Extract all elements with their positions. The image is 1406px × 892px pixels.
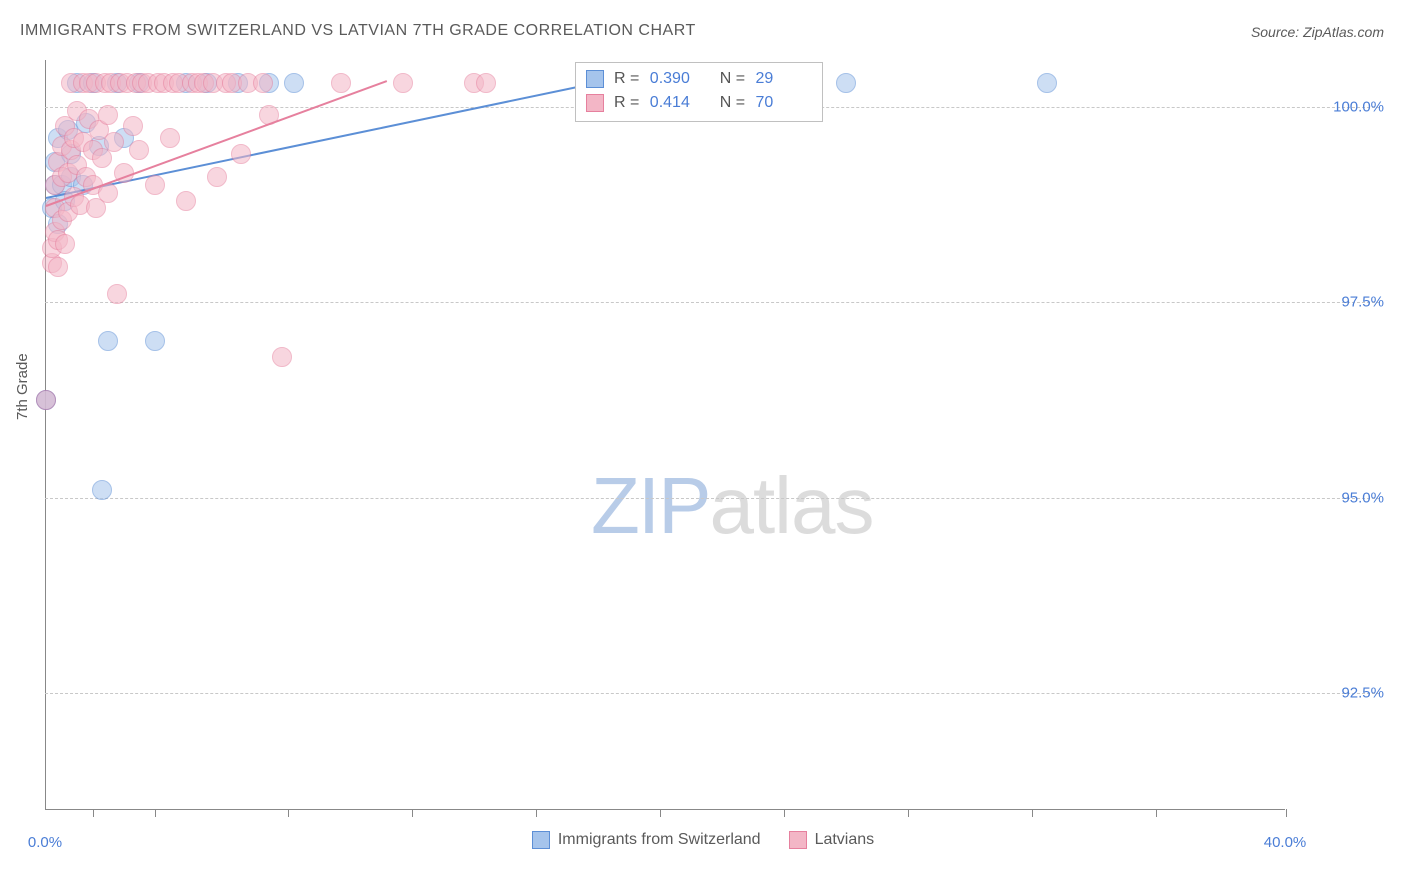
data-point: [98, 105, 118, 125]
data-point: [331, 73, 351, 93]
x-tick: [288, 809, 289, 817]
legend-item: Latvians: [789, 831, 875, 849]
data-point: [231, 144, 251, 164]
data-point: [123, 116, 143, 136]
y-tick-label: 100.0%: [1333, 98, 1384, 115]
r-label: R =: [614, 67, 644, 91]
data-point: [104, 132, 124, 152]
data-point: [253, 73, 273, 93]
x-tick: [1156, 809, 1157, 817]
x-tick: [93, 809, 94, 817]
stats-legend-row: R = 0.414 N = 70: [586, 91, 810, 115]
n-value: 70: [755, 91, 810, 115]
y-tick-label: 95.0%: [1341, 489, 1384, 506]
legend-swatch: [586, 70, 604, 88]
x-tick-label: 0.0%: [28, 834, 62, 851]
data-point: [476, 73, 496, 93]
r-value: 0.390: [650, 67, 705, 91]
x-tick: [660, 809, 661, 817]
x-tick: [908, 809, 909, 817]
x-tick: [412, 809, 413, 817]
watermark: ZIPatlas: [591, 460, 873, 552]
data-point: [176, 191, 196, 211]
x-tick: [536, 809, 537, 817]
legend-swatch: [532, 831, 550, 849]
x-tick: [784, 809, 785, 817]
stats-legend-row: R = 0.390 N = 29: [586, 67, 810, 91]
data-point: [207, 167, 227, 187]
legend-swatch: [789, 831, 807, 849]
data-point: [1037, 73, 1057, 93]
gridline: [45, 498, 1380, 499]
data-point: [836, 73, 856, 93]
data-point: [129, 140, 149, 160]
chart-title: IMMIGRANTS FROM SWITZERLAND VS LATVIAN 7…: [20, 22, 696, 40]
data-point: [98, 331, 118, 351]
watermark-atlas: atlas: [709, 461, 873, 550]
y-axis-label: 7th Grade: [14, 353, 31, 420]
data-point: [145, 175, 165, 195]
data-point: [160, 128, 180, 148]
n-value: 29: [755, 67, 810, 91]
data-point: [145, 331, 165, 351]
legend-label: Immigrants from Switzerland: [558, 831, 761, 849]
scatter-plot-area: ZIPatlas: [45, 60, 1285, 810]
data-point: [92, 480, 112, 500]
y-tick-label: 97.5%: [1341, 294, 1384, 311]
series-legend: Immigrants from Switzerland Latvians: [0, 831, 1406, 854]
n-label: N =: [711, 67, 750, 91]
source-attribution: Source: ZipAtlas.com: [1251, 24, 1384, 40]
r-label: R =: [614, 91, 644, 115]
y-tick-label: 92.5%: [1341, 684, 1384, 701]
x-tick-label: 40.0%: [1264, 834, 1307, 851]
data-point: [55, 234, 75, 254]
watermark-zip: ZIP: [591, 461, 709, 550]
data-point: [393, 73, 413, 93]
data-point: [284, 73, 304, 93]
stats-legend: R = 0.390 N = 29R = 0.414 N = 70: [575, 62, 823, 122]
data-point: [107, 284, 127, 304]
data-point: [36, 390, 56, 410]
r-value: 0.414: [650, 91, 705, 115]
gridline: [45, 302, 1380, 303]
x-tick: [1286, 809, 1287, 817]
n-label: N =: [711, 91, 750, 115]
data-point: [272, 347, 292, 367]
x-tick: [1032, 809, 1033, 817]
data-point: [48, 257, 68, 277]
legend-item: Immigrants from Switzerland: [532, 831, 761, 849]
x-tick: [155, 809, 156, 817]
legend-label: Latvians: [815, 831, 875, 849]
legend-swatch: [586, 94, 604, 112]
gridline: [45, 693, 1380, 694]
